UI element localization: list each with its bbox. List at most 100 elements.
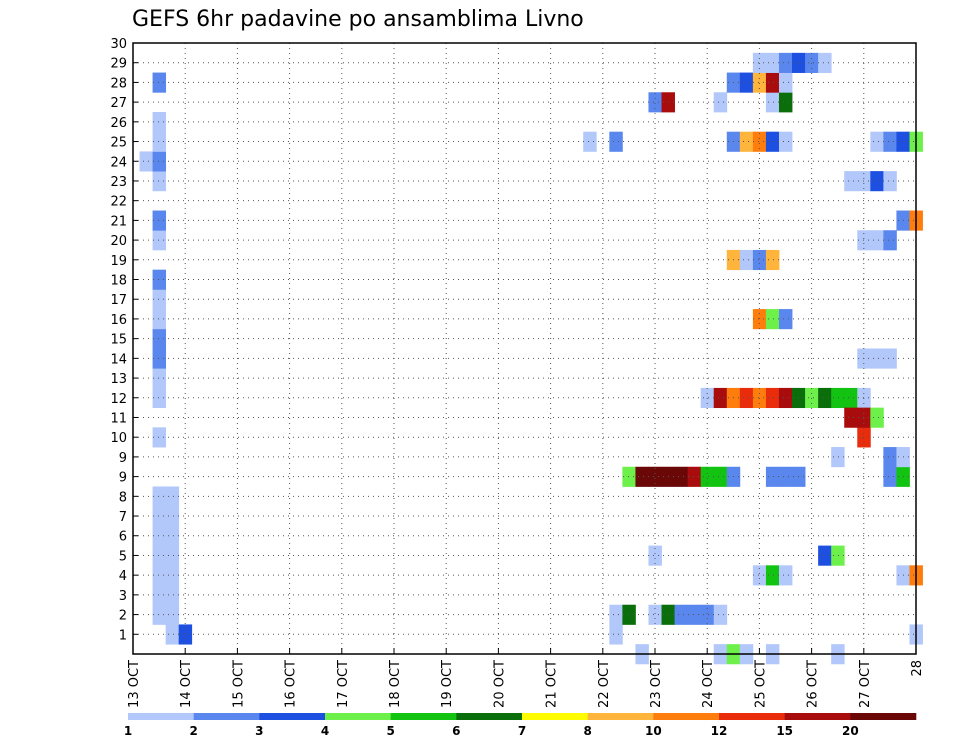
colorbar-swatch bbox=[390, 713, 457, 720]
y-tick-label: 10 bbox=[110, 431, 127, 446]
y-tick-label: 16 bbox=[110, 313, 127, 328]
x-tick-label: 21 OCT bbox=[545, 660, 560, 708]
heat-cell bbox=[870, 171, 884, 192]
heat-cell bbox=[152, 486, 167, 507]
heat-cell bbox=[831, 447, 845, 468]
heat-cell bbox=[152, 387, 167, 409]
heat-cell bbox=[752, 565, 767, 586]
y-tick-label: 7 bbox=[119, 510, 127, 525]
heat-cell bbox=[778, 131, 793, 152]
heat-cell bbox=[152, 131, 167, 152]
colorbar-label: 3 bbox=[255, 724, 263, 738]
y-tick-label: 27 bbox=[110, 96, 127, 111]
y-tick-label: 4 bbox=[119, 569, 127, 584]
y-tick-label: 2 bbox=[119, 609, 127, 624]
heat-cell bbox=[622, 604, 636, 625]
y-tick-label: 13 bbox=[110, 372, 127, 387]
heat-cell bbox=[152, 111, 167, 133]
heat-cell bbox=[883, 230, 897, 251]
heat-cell bbox=[752, 52, 767, 73]
heat-cell bbox=[152, 565, 167, 586]
y-tick-label: 9 bbox=[119, 471, 127, 486]
heat-cell bbox=[165, 624, 180, 645]
heat-cell bbox=[152, 348, 167, 369]
y-tick-label: 3 bbox=[119, 589, 127, 604]
y-tick-label: 29 bbox=[110, 57, 127, 72]
heat-cell bbox=[765, 466, 780, 487]
colorbar-label: 2 bbox=[189, 724, 197, 738]
heat-cell bbox=[883, 348, 897, 369]
heat-cell bbox=[609, 131, 623, 152]
plot-frame bbox=[132, 42, 917, 655]
heat-cell bbox=[152, 309, 167, 330]
x-tick-label: 20 OCT bbox=[492, 660, 507, 708]
heat-cell bbox=[152, 368, 167, 389]
heat-cell bbox=[765, 387, 780, 409]
heat-cell bbox=[752, 131, 767, 152]
heat-cell bbox=[713, 466, 728, 487]
y-tick-label: 8 bbox=[119, 490, 127, 505]
heat-cell bbox=[165, 486, 180, 507]
heat-cell bbox=[765, 249, 780, 271]
colorbar-label: 5 bbox=[386, 724, 394, 738]
heat-cell bbox=[648, 545, 662, 566]
y-tick-label: 5 bbox=[119, 549, 127, 564]
colorbar-swatch bbox=[325, 713, 391, 720]
x-axis: 13 OCT 14 OCT 15 OCT 16 OCT 17 OCT 18 OCT 19 O… bbox=[127, 648, 925, 708]
heat-cell bbox=[152, 269, 167, 290]
heat-cell bbox=[739, 387, 754, 409]
heat-cell bbox=[778, 52, 793, 73]
heat-cell bbox=[857, 427, 871, 448]
x-tick-label: 18 OCT bbox=[388, 660, 403, 708]
x-tick-label: 19 OCT bbox=[440, 660, 455, 708]
heat-cell bbox=[622, 466, 636, 487]
y-tick-label: 18 bbox=[110, 274, 127, 289]
heat-cell bbox=[778, 466, 793, 487]
y-tick-label: 28 bbox=[110, 76, 127, 91]
heat-cell bbox=[739, 72, 754, 93]
y-tick-label: 21 bbox=[110, 214, 127, 229]
y-axis: 1234567899101112131415161718192021222324… bbox=[110, 37, 138, 643]
heat-cell bbox=[687, 466, 702, 487]
y-tick-label: 6 bbox=[119, 530, 127, 545]
x-tick-label: 23 OCT bbox=[649, 660, 664, 708]
x-tick-label: 22 OCT bbox=[597, 660, 612, 708]
heat-cell bbox=[857, 387, 871, 409]
heat-cell bbox=[883, 131, 897, 152]
heat-cell bbox=[152, 545, 167, 566]
heat-cell bbox=[152, 328, 167, 349]
heat-cell bbox=[778, 92, 793, 113]
heat-cell bbox=[165, 525, 180, 546]
heat-cell bbox=[778, 387, 793, 409]
y-tick-label: 24 bbox=[110, 155, 127, 170]
y-tick-label: 11 bbox=[110, 411, 127, 426]
colorbar-label: 10 bbox=[645, 724, 662, 738]
heat-cell bbox=[152, 289, 167, 310]
x-tick-label: 17 OCT bbox=[336, 660, 351, 708]
heat-cell bbox=[583, 131, 597, 152]
heat-cell bbox=[152, 585, 167, 606]
heat-cell bbox=[165, 585, 180, 606]
heat-cell bbox=[713, 604, 728, 625]
heat-cell bbox=[700, 604, 715, 625]
heat-cell bbox=[752, 387, 767, 409]
heat-cell bbox=[844, 407, 858, 428]
x-tick-label: 16 OCT bbox=[284, 660, 299, 708]
heat-cell bbox=[765, 52, 780, 73]
y-tick-label: 23 bbox=[110, 175, 127, 190]
x-tick-label: 13 OCT bbox=[127, 660, 142, 708]
x-tick-label: 26 OCT bbox=[806, 660, 821, 708]
heat-cell bbox=[674, 466, 689, 487]
x-tick-label: 27 OCT bbox=[858, 660, 873, 708]
heat-cell bbox=[883, 447, 897, 468]
heat-cell bbox=[152, 525, 167, 546]
x-tick-label: 14 OCT bbox=[179, 660, 194, 708]
heat-cell bbox=[165, 565, 180, 586]
heat-cell bbox=[635, 466, 649, 487]
x-tick-label: 15 OCT bbox=[231, 660, 246, 708]
grid-lines bbox=[133, 43, 916, 654]
colorbar-swatch bbox=[784, 713, 851, 720]
colorbar-swatch bbox=[522, 713, 588, 720]
x-tick-label: 24 OCT bbox=[701, 660, 716, 708]
